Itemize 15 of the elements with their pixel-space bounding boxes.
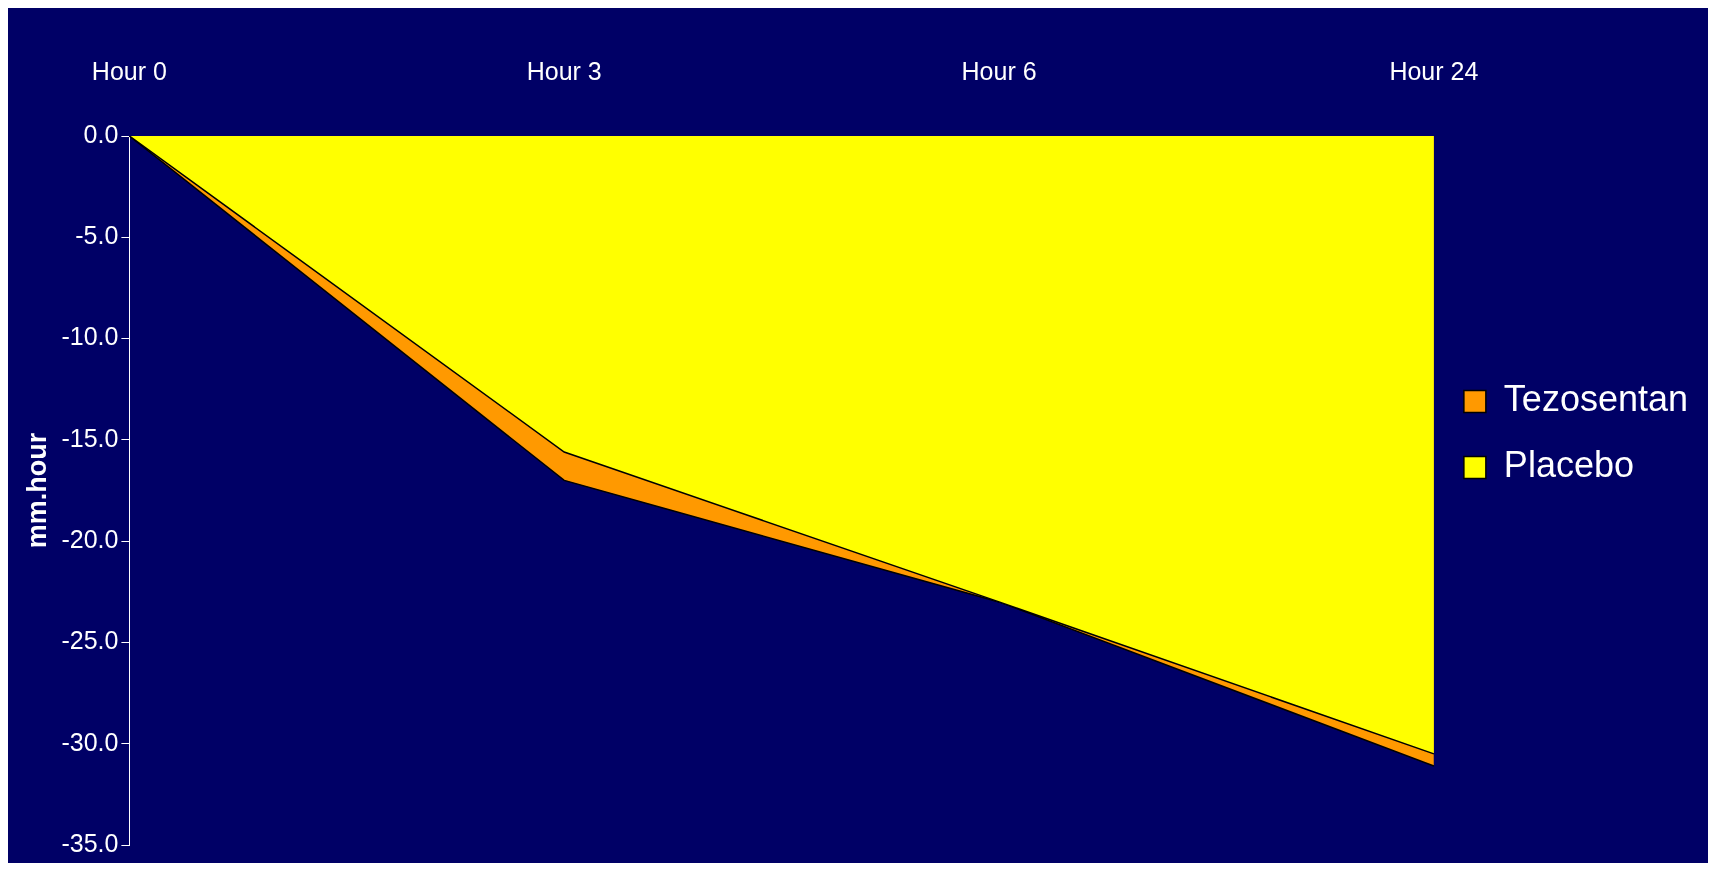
legend-label: Placebo [1503, 444, 1634, 486]
y-tick-label: -30.0 [61, 727, 119, 756]
x-tick-label: Hour 3 [526, 56, 602, 85]
x-tick-label: Hour 0 [91, 56, 167, 85]
x-tick-label: Hour 24 [1389, 56, 1479, 85]
y-tick-label: -20.0 [61, 525, 119, 554]
y-tick-label: -15.0 [61, 423, 119, 452]
y-axis-title: mm.hour [21, 432, 52, 549]
y-tick-label: 0.0 [83, 119, 119, 148]
y-tick-label: -25.0 [61, 626, 119, 655]
y-tick-label: -5.0 [75, 221, 119, 250]
legend-label: Tezosentan [1503, 378, 1689, 420]
y-tick-label: -10.0 [61, 322, 119, 351]
x-tick-label: Hour 6 [961, 56, 1037, 85]
y-tick-label: -35.0 [61, 828, 119, 857]
